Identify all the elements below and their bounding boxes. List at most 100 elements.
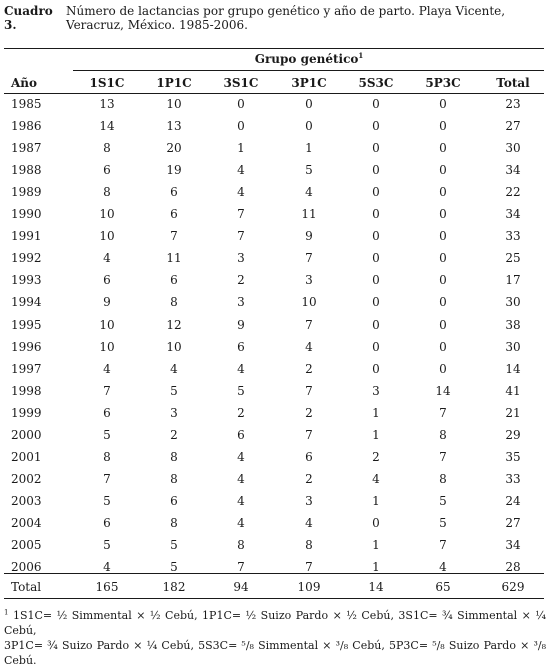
table-cell: 3 bbox=[237, 295, 245, 309]
table-cell: 3 bbox=[305, 273, 313, 287]
row-year: 1999 bbox=[11, 406, 42, 420]
column-header: 5P3C bbox=[425, 76, 461, 90]
table-cell: 1 bbox=[372, 560, 380, 574]
table-cell: 0 bbox=[439, 119, 447, 133]
table-cell: 14 bbox=[99, 119, 115, 133]
table-cell: 10 bbox=[99, 229, 115, 243]
table-cell: 30 bbox=[505, 295, 521, 309]
table-cell: 0 bbox=[372, 318, 380, 332]
table-cell: 20 bbox=[166, 141, 182, 155]
table-cell: 7 bbox=[439, 406, 447, 420]
row-year: 1989 bbox=[11, 185, 42, 199]
table-cell: 4 bbox=[237, 163, 245, 177]
table-cell: 0 bbox=[439, 251, 447, 265]
row-year: 1990 bbox=[11, 207, 42, 221]
table-cell: 14 bbox=[435, 384, 451, 398]
table-cell: 7 bbox=[305, 560, 313, 574]
table-cell: 6 bbox=[170, 273, 178, 287]
row-year: 1997 bbox=[11, 362, 42, 376]
table-cell: 10 bbox=[301, 295, 317, 309]
table-cell: 34 bbox=[505, 207, 521, 221]
table-cell: 0 bbox=[305, 97, 313, 111]
table-cell: 0 bbox=[439, 318, 447, 332]
table-cell: 4 bbox=[305, 340, 313, 354]
table-cell: 5 bbox=[103, 428, 111, 442]
table-cell: 34 bbox=[505, 538, 521, 552]
table-cell: 4 bbox=[237, 450, 245, 464]
table-cell: 13 bbox=[166, 119, 182, 133]
row-year: 2003 bbox=[11, 494, 42, 508]
table-cell: 21 bbox=[505, 406, 521, 420]
table-cell: 0 bbox=[372, 516, 380, 530]
table-cell: 5 bbox=[237, 384, 245, 398]
table-cell: 9 bbox=[237, 318, 245, 332]
row-year: 1991 bbox=[11, 229, 42, 243]
row-year: 2004 bbox=[11, 516, 42, 530]
table-cell: 2 bbox=[305, 472, 313, 486]
total-cell: 14 bbox=[368, 580, 384, 594]
table-cell: 0 bbox=[439, 273, 447, 287]
table-cell: 1 bbox=[305, 141, 313, 155]
table-cell: 5 bbox=[305, 163, 313, 177]
table-cell: 0 bbox=[439, 141, 447, 155]
footnote-line-1: 1 1S1C= ½ Simmental × ½ Cebú, 1P1C= ½ Su… bbox=[4, 608, 546, 638]
column-header: Total bbox=[496, 76, 530, 90]
total-cell: 94 bbox=[233, 580, 249, 594]
table-cell: 2 bbox=[170, 428, 178, 442]
table-cell: 8 bbox=[439, 472, 447, 486]
column-header: 3P1C bbox=[291, 76, 327, 90]
table-cell: 10 bbox=[99, 340, 115, 354]
table-cell: 0 bbox=[372, 163, 380, 177]
table-cell: 1 bbox=[372, 406, 380, 420]
table-cell: 5 bbox=[439, 516, 447, 530]
table-cell: 6 bbox=[103, 516, 111, 530]
table-cell: 3 bbox=[237, 251, 245, 265]
table-cell: 4 bbox=[237, 516, 245, 530]
row-year: 2000 bbox=[11, 428, 42, 442]
column-header: 1S1C bbox=[89, 76, 125, 90]
group-header-rule bbox=[73, 70, 544, 71]
table-cell: 0 bbox=[439, 295, 447, 309]
table-cell: 7 bbox=[103, 384, 111, 398]
table-cell: 0 bbox=[372, 185, 380, 199]
table-cell: 0 bbox=[439, 340, 447, 354]
table-cell: 7 bbox=[305, 251, 313, 265]
table-cell: 7 bbox=[305, 428, 313, 442]
table-cell: 6 bbox=[170, 494, 178, 508]
table-cell: 1 bbox=[372, 494, 380, 508]
table-cell: 0 bbox=[372, 251, 380, 265]
table-cell: 8 bbox=[439, 428, 447, 442]
total-cell: 165 bbox=[95, 580, 119, 594]
table-cell: 11 bbox=[166, 251, 182, 265]
table-cell: 0 bbox=[439, 185, 447, 199]
table-cell: 7 bbox=[237, 207, 245, 221]
table-cell: 5 bbox=[439, 494, 447, 508]
table-footnote: 1 1S1C= ½ Simmental × ½ Cebú, 1P1C= ½ Su… bbox=[4, 608, 546, 668]
table-cell: 0 bbox=[372, 141, 380, 155]
footnote-text-1: 1S1C= ½ Simmental × ½ Cebú, 1P1C= ½ Suiz… bbox=[4, 609, 547, 637]
table-cell: 0 bbox=[237, 97, 245, 111]
table-cell: 0 bbox=[372, 229, 380, 243]
header-bottom-rule bbox=[4, 93, 544, 94]
table-cell: 2 bbox=[305, 406, 313, 420]
table-cell: 7 bbox=[439, 450, 447, 464]
table-top-rule bbox=[4, 48, 544, 49]
table-cell: 4 bbox=[372, 472, 380, 486]
table-cell: 6 bbox=[103, 406, 111, 420]
table-cell: 1 bbox=[237, 141, 245, 155]
table-cell: 4 bbox=[305, 185, 313, 199]
row-year: 2001 bbox=[11, 450, 42, 464]
table-cell: 24 bbox=[505, 494, 521, 508]
table-cell: 5 bbox=[103, 494, 111, 508]
table-cell: 12 bbox=[166, 318, 182, 332]
total-cell: 109 bbox=[297, 580, 321, 594]
table-cell: 17 bbox=[505, 273, 521, 287]
table-cell: 25 bbox=[505, 251, 521, 265]
table-cell: 0 bbox=[305, 119, 313, 133]
table-cell: 8 bbox=[170, 450, 178, 464]
column-header: 3S1C bbox=[223, 76, 259, 90]
table-cell: 8 bbox=[170, 472, 178, 486]
table-cell: 8 bbox=[305, 538, 313, 552]
row-year: 1996 bbox=[11, 340, 42, 354]
row-year: 2002 bbox=[11, 472, 42, 486]
